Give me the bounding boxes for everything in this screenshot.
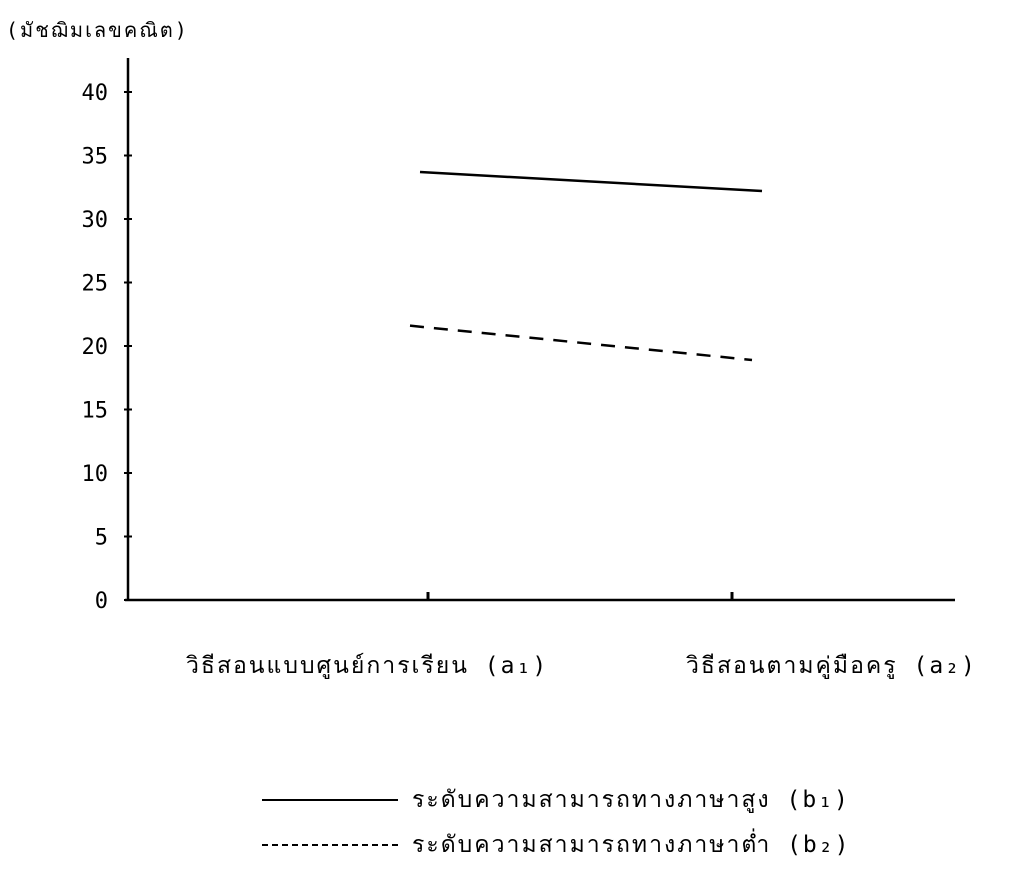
legend-label-b1: ระดับความสามารถทางภาษาสูง (b₁): [412, 787, 850, 813]
legend-swatch-dashed: [262, 844, 398, 846]
y-tick-label-8: 40: [82, 81, 109, 106]
y-tick-label-6: 30: [82, 208, 109, 233]
y-tick-label-7: 35: [82, 145, 109, 170]
legend-item-b1: ระดับความสามารถทางภาษาสูง (b₁): [262, 785, 850, 815]
y-tick-label-4: 20: [82, 335, 109, 360]
line-chart: 0 5 10 15 20 25 30 35 40: [82, 58, 955, 614]
x-axis-ticks: [426, 592, 734, 600]
y-tick-label-3: 15: [82, 399, 109, 424]
legend-swatch-solid: [262, 799, 398, 801]
category-label-a2: วิธีสอนตามคู่มือครู (a₂): [686, 653, 977, 679]
legend-label-b2: ระดับความสามารถทางภาษาต่ำ (b₂): [412, 832, 851, 858]
y-tick-label-2: 10: [82, 462, 109, 487]
y-tick-label-1: 5: [95, 526, 108, 551]
y-tick-label-5: 25: [82, 272, 109, 297]
legend-item-b2: ระดับความสามารถทางภาษาต่ำ (b₂): [262, 830, 850, 860]
category-label-a1: วิธีสอนแบบศูนย์การเรียน (a₁): [186, 653, 549, 679]
y-axis-ticks: 0 5 10 15 20 25 30 35 40: [82, 81, 132, 614]
y-tick-label-0: 0: [95, 589, 108, 614]
series-line-b2: [409, 324, 753, 362]
series-lines: [409, 170, 763, 362]
y-axis-title: (มัชฌิมเลขคณิต): [6, 18, 189, 42]
series-line-b1: [419, 170, 763, 193]
